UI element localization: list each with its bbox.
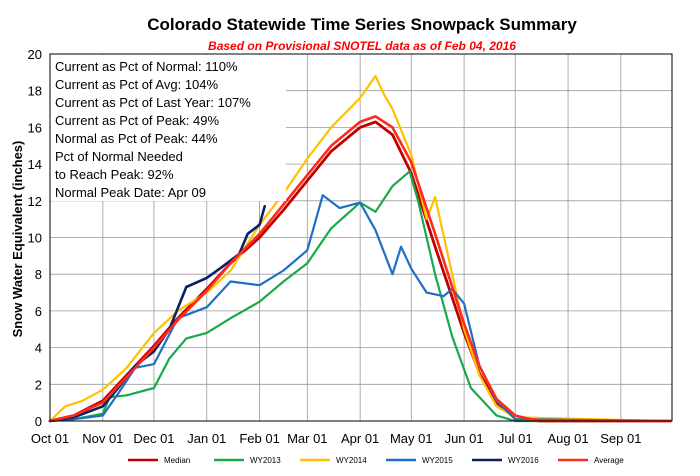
legend-entry: Average (594, 456, 624, 465)
legend: Median WY2013 WY2014 WY2015 WY2016 Average (128, 456, 624, 465)
y-tick-label: 4 (35, 341, 42, 356)
x-tick-label: Feb 01 (239, 431, 279, 446)
chart-title: Colorado Statewide Time Series Snowpack … (147, 15, 577, 34)
legend-entry: WY2016 (508, 456, 539, 465)
chart-subtitle: Based on Provisional SNOTEL data as of F… (208, 39, 516, 53)
series-line-wy2013 (48, 170, 672, 423)
x-tick-label: Oct 01 (31, 431, 69, 446)
x-tick-labels: Oct 01 Nov 01 Dec 01 Jan 01 Feb 01 Mar 01 Apr … (31, 431, 642, 446)
y-tick-label: 0 (35, 414, 42, 429)
x-tick-label: Dec 01 (133, 431, 174, 446)
plot-frame (49, 53, 673, 422)
y-axis-label: Snow Water Equivalent (inches) (10, 141, 25, 338)
x-tick-label: Jun 01 (445, 431, 484, 446)
stats-annotations: Current as Pct of Normal: 110% Current as… (51, 55, 286, 201)
x-tick-label: Aug 01 (547, 431, 588, 446)
annotation-line: Current as Pct of Avg: 104% (55, 77, 219, 92)
annotation-line: Current as Pct of Normal: 110% (55, 59, 238, 74)
x-tick-label: Sep 01 (600, 431, 641, 446)
y-tick-labels: 0 2 4 6 8 10 12 14 16 18 20 (28, 47, 42, 429)
annotation-line: Normal Peak Date: Apr 09 (55, 185, 206, 200)
series-line-average (48, 115, 672, 423)
y-tick-label: 12 (28, 194, 42, 209)
x-tick-label: Nov 01 (82, 431, 123, 446)
series-lines (48, 74, 672, 423)
legend-entry: WY2013 (250, 456, 281, 465)
x-tick-label: May 01 (390, 431, 433, 446)
x-tick-label: Jan 01 (187, 431, 226, 446)
annotation-background (51, 55, 286, 201)
legend-entry: Median (164, 456, 190, 465)
x-tick-label: Jul 01 (498, 431, 533, 446)
legend-entry: WY2014 (336, 456, 367, 465)
annotation-line: Pct of Normal Needed (55, 149, 183, 164)
annotation-line: Current as Pct of Last Year: 107% (55, 95, 251, 110)
annotation-line: to Reach Peak: 92% (55, 167, 174, 182)
y-tick-label: 20 (28, 47, 42, 62)
legend-entry: WY2015 (422, 456, 453, 465)
series-line-wy2015 (48, 194, 672, 423)
y-tick-label: 6 (35, 304, 42, 319)
y-tick-label: 2 (35, 377, 42, 392)
x-tick-label: Mar 01 (287, 431, 327, 446)
x-tick-label: Apr 01 (341, 431, 379, 446)
y-tick-label: 8 (35, 267, 42, 282)
annotation-line: Normal as Pct of Peak: 44% (55, 131, 218, 146)
y-tick-label: 16 (28, 120, 42, 135)
series-line-wy2016 (48, 205, 267, 423)
y-tick-label: 10 (28, 231, 42, 246)
y-tick-label: 18 (28, 84, 42, 99)
annotation-line: Current as Pct of Peak: 49% (55, 113, 219, 128)
y-tick-label: 14 (28, 157, 42, 172)
